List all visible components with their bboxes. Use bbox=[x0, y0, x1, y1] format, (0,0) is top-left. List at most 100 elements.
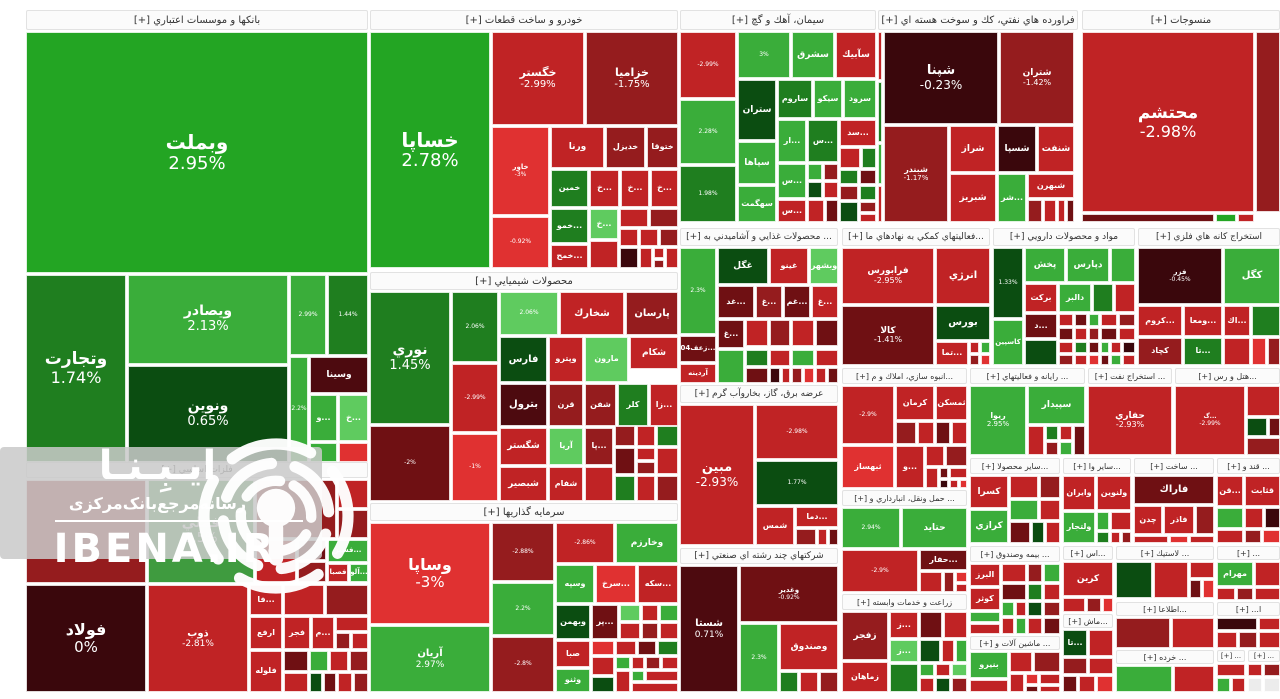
tile-chemicals-cell[interactable] bbox=[657, 448, 678, 474]
tile-base-metals-cell[interactable] bbox=[338, 480, 368, 508]
tile-cement-ساروم[interactable]: ساروم bbox=[778, 80, 812, 118]
tile-base-metals-cell[interactable] bbox=[338, 673, 352, 692]
tile-chemicals-cell[interactable]: -2.99% bbox=[452, 364, 498, 432]
tile-auto-...خمو[interactable]: ...خمو bbox=[551, 209, 588, 243]
tile-food-cell[interactable] bbox=[746, 350, 768, 366]
tile-banks-cell[interactable] bbox=[339, 443, 368, 462]
tile-oil-products-شبهرن[interactable]: شبهرن bbox=[1028, 174, 1074, 198]
tile-oil-products-cell[interactable] bbox=[1058, 200, 1065, 222]
sector-header-computers[interactable]: ... رايانه و فعاليتهاي [+] bbox=[970, 368, 1085, 384]
tile-machinery-cell[interactable] bbox=[970, 680, 1008, 692]
tile-pharma-cell[interactable] bbox=[1059, 355, 1073, 365]
sector-header-hotels[interactable]: ...هتل و رس [+] bbox=[1175, 368, 1280, 384]
tile-cement-cell[interactable] bbox=[860, 170, 876, 184]
tile-cement-cell[interactable] bbox=[826, 200, 838, 222]
tile-oil-products-cell[interactable] bbox=[1067, 200, 1074, 222]
tile-base-metals-ارفع[interactable]: ارفع bbox=[250, 617, 282, 649]
tile-investments-cell[interactable] bbox=[632, 671, 644, 681]
tile-metal-ores-cell[interactable] bbox=[1224, 338, 1250, 365]
tile-construction-cell[interactable] bbox=[1196, 506, 1214, 534]
tile-auto-cell[interactable] bbox=[590, 241, 618, 268]
tile-investments-cell[interactable] bbox=[646, 671, 678, 681]
tile-oil-products-شتران[interactable]: شتران -1.42% bbox=[1000, 32, 1074, 124]
tile-construction-فاراك[interactable]: فاراك bbox=[1134, 476, 1214, 504]
tile-chemicals-cell[interactable] bbox=[637, 476, 655, 501]
sector-header-textiles[interactable]: منسوجات [+] bbox=[1082, 10, 1280, 30]
tile-other-products-cell[interactable] bbox=[1010, 522, 1030, 543]
tile-other-financial-cell[interactable] bbox=[1097, 512, 1109, 530]
tile-misc-2-cell[interactable] bbox=[1217, 632, 1237, 648]
tile-other-financial-cell[interactable] bbox=[1111, 532, 1120, 543]
tile-rubber-cell[interactable] bbox=[1203, 580, 1214, 598]
tile-auto-ختوقا[interactable]: ختوقا bbox=[647, 127, 678, 168]
tile-power-مبين[interactable]: مبين -2.93% bbox=[680, 405, 754, 545]
tile-misc-4-cell[interactable] bbox=[1264, 678, 1280, 692]
tile-cement-cell[interactable] bbox=[840, 202, 858, 222]
tile-misc-1-cell[interactable] bbox=[1255, 562, 1280, 586]
tile-misc-1-cell[interactable] bbox=[1237, 588, 1253, 600]
tile-pharma-cell[interactable] bbox=[1101, 328, 1117, 340]
tile-misc-1-مهرام[interactable]: مهرام bbox=[1217, 562, 1253, 586]
tile-metal-ores-cell[interactable] bbox=[1252, 306, 1280, 336]
tile-pharma-دالبر[interactable]: دالبر bbox=[1059, 284, 1091, 312]
tile-cement-cell[interactable] bbox=[824, 164, 838, 180]
tile-textiles-cell[interactable] bbox=[1082, 214, 1214, 222]
tile-misc-mash-cell[interactable] bbox=[1063, 658, 1087, 674]
sector-header-misc-1[interactable]: ... [+] bbox=[1217, 546, 1280, 560]
sector-header-sugar[interactable]: ... قند و [+] bbox=[1217, 458, 1280, 474]
tile-investments-cell[interactable] bbox=[660, 623, 678, 639]
tile-machinery-cell[interactable] bbox=[1040, 674, 1060, 684]
tile-chemicals-cell[interactable] bbox=[657, 476, 678, 501]
tile-metal-ores-...اك[interactable]: ...اك bbox=[1224, 306, 1250, 336]
tile-base-metals-cell[interactable] bbox=[256, 480, 336, 538]
tile-base-metals-cell[interactable] bbox=[310, 673, 322, 692]
tile-pharma-دپارس[interactable]: دپارس bbox=[1067, 248, 1109, 282]
tile-power-cell[interactable] bbox=[818, 529, 827, 545]
tile-investments-cell[interactable] bbox=[660, 605, 678, 621]
tile-auto-cell[interactable] bbox=[650, 209, 678, 227]
tile-other-products-كسرا[interactable]: كسرا bbox=[970, 476, 1008, 508]
tile-agriculture-cell[interactable] bbox=[920, 664, 934, 676]
tile-oil-products-شسپا[interactable]: شسپا bbox=[998, 126, 1036, 172]
tile-auto-خاور[interactable]: خاور -3% bbox=[492, 127, 549, 215]
tile-food-غگل[interactable]: غگل bbox=[718, 248, 768, 284]
tile-real-estate-...و[interactable]: ...و bbox=[896, 446, 924, 488]
tile-base-metals-cell[interactable] bbox=[338, 510, 368, 538]
tile-misc-4-cell[interactable] bbox=[1248, 678, 1262, 692]
tile-investments-...پر[interactable]: ...پر bbox=[592, 605, 618, 639]
tile-retail-cell[interactable] bbox=[1174, 666, 1214, 692]
tile-investments-cell[interactable]: -2.86% bbox=[556, 523, 614, 563]
tile-auto-خساپا[interactable]: خساپا 2.78% bbox=[370, 32, 490, 268]
tile-misc-as-cell[interactable] bbox=[1087, 598, 1101, 612]
tile-chemicals-شخارك[interactable]: شخارك bbox=[560, 292, 624, 335]
tile-textiles-cell[interactable] bbox=[1256, 32, 1280, 212]
tile-agriculture-cell[interactable] bbox=[956, 640, 967, 662]
sector-header-misc-mash[interactable]: ...ماش [+] bbox=[1063, 614, 1113, 628]
tile-pharma-پخش[interactable]: پخش bbox=[1025, 248, 1065, 282]
tile-rubber-cell[interactable] bbox=[1116, 562, 1152, 598]
tile-transport-cell[interactable] bbox=[920, 572, 942, 592]
tile-other-products-cell[interactable] bbox=[1046, 522, 1060, 543]
tile-chemicals-پارسان[interactable]: پارسان bbox=[626, 292, 678, 335]
tile-base-metals-cell[interactable] bbox=[284, 585, 324, 615]
tile-banks-ويصادر[interactable]: ويصادر 2.13% bbox=[128, 275, 288, 364]
tile-chemicals-cell[interactable] bbox=[615, 426, 635, 446]
tile-cement-cell[interactable]: 2.28% bbox=[680, 100, 736, 164]
tile-chemicals-cell[interactable] bbox=[615, 476, 635, 501]
tile-cement-cell[interactable] bbox=[840, 170, 858, 184]
tile-food-...غ[interactable]: ...غ bbox=[756, 286, 782, 318]
tile-textiles-cell[interactable] bbox=[1238, 214, 1254, 222]
tile-investments-...سرخ[interactable]: ...سرخ bbox=[596, 565, 636, 603]
tile-base-metals-cell[interactable] bbox=[354, 673, 368, 692]
tile-cement-cell[interactable]: 3% bbox=[738, 32, 790, 78]
tile-food-cell[interactable]: 2.3% bbox=[680, 248, 716, 334]
tile-food-...غ[interactable]: ...غ bbox=[812, 286, 838, 318]
tile-agriculture-...ز[interactable]: ...ز bbox=[890, 612, 918, 638]
tile-auto-خديزل[interactable]: خديزل bbox=[606, 127, 645, 168]
tile-food-cell[interactable] bbox=[718, 350, 744, 383]
tile-oil-products-cell[interactable] bbox=[878, 186, 882, 222]
tile-insurance-cell[interactable] bbox=[1002, 602, 1014, 616]
tile-pharma-cell[interactable] bbox=[1111, 342, 1121, 353]
tile-base-metals-...آلو[interactable]: ...آلو bbox=[350, 564, 368, 582]
tile-base-metals-cell[interactable] bbox=[256, 540, 296, 582]
